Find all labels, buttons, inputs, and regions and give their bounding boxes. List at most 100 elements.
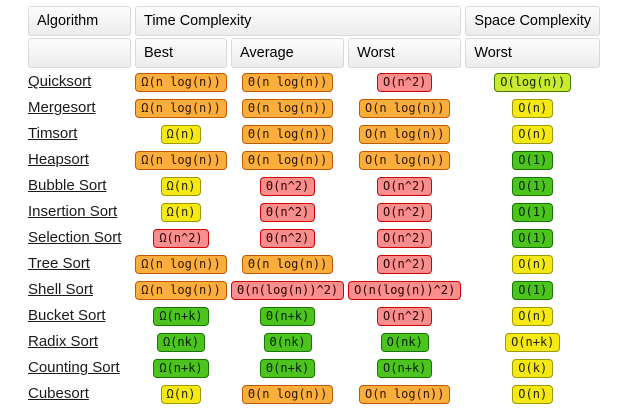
best-complexity-cell: Ω(nk) — [135, 330, 227, 354]
complexity-badge: Θ(n^2) — [259, 176, 316, 196]
complexity-badge: O(n^2) — [377, 202, 433, 222]
complexity-badge: O(n) — [512, 384, 554, 404]
complexity-badge: Ω(n^2) — [153, 228, 209, 248]
algorithm-cell: Bucket Sort — [28, 304, 131, 328]
algorithm-link[interactable]: Radix Sort — [28, 333, 99, 350]
space-worst-complexity-cell: O(1) — [465, 174, 600, 198]
average-complexity-cell: Θ(n^2) — [231, 226, 344, 250]
table-row: Mergesort Ω(n log(n)) Θ(n log(n)) O(n lo… — [28, 96, 600, 120]
complexity-badge: O(n^2) — [377, 228, 433, 248]
complexity-badge: O(log(n)) — [494, 72, 572, 92]
table-row: Selection Sort Ω(n^2) Θ(n^2) O(n^2) O(1) — [28, 226, 600, 250]
complexity-badge: O(nk) — [380, 332, 429, 352]
table-row: Timsort Ω(n) Θ(n log(n)) O(n log(n)) O(n… — [28, 122, 600, 146]
algorithm-link[interactable]: Insertion Sort — [28, 203, 118, 220]
worst-complexity-cell: O(n+k) — [348, 356, 461, 380]
complexity-badge: Θ(n log(n)) — [241, 150, 334, 170]
complexity-badge: Ω(n) — [160, 384, 202, 404]
complexity-badge: Θ(n log(n)) — [241, 254, 334, 274]
complexity-badge: O(n^2) — [377, 306, 433, 326]
column-header-empty — [28, 38, 131, 68]
algorithm-cell: Insertion Sort — [28, 200, 131, 224]
complexity-badge: O(n) — [512, 124, 554, 144]
best-complexity-cell: Ω(n) — [135, 382, 227, 406]
complexity-badge: O(n) — [512, 254, 554, 274]
complexity-badge: O(n^2) — [377, 254, 433, 274]
average-complexity-cell: Θ(n+k) — [231, 304, 344, 328]
average-complexity-cell: Θ(n log(n)) — [231, 122, 344, 146]
complexity-badge: O(1) — [512, 202, 554, 222]
worst-complexity-cell: O(n log(n)) — [348, 148, 461, 172]
worst-complexity-cell: O(n^2) — [348, 70, 461, 94]
table-row: Tree Sort Ω(n log(n)) Θ(n log(n)) O(n^2)… — [28, 252, 600, 276]
algorithm-link[interactable]: Shell Sort — [28, 281, 94, 298]
complexity-badge: O(1) — [512, 150, 554, 170]
table-row: Heapsort Ω(n log(n)) Θ(n log(n)) O(n log… — [28, 148, 600, 172]
complexity-badge: O(n(log(n))^2) — [348, 280, 462, 300]
complexity-badge: Θ(n log(n)) — [241, 384, 334, 404]
complexity-badge: Θ(n+k) — [259, 306, 316, 326]
algorithm-cell: Shell Sort — [28, 278, 131, 302]
complexity-badge: Θ(n log(n)) — [241, 72, 334, 92]
algorithm-link[interactable]: Mergesort — [28, 99, 96, 116]
table-row: Quicksort Ω(n log(n)) Θ(n log(n)) O(n^2)… — [28, 70, 600, 94]
complexity-badge: O(n) — [512, 98, 554, 118]
space-worst-complexity-cell: O(n) — [465, 382, 600, 406]
algorithm-cell: Bubble Sort — [28, 174, 131, 198]
best-complexity-cell: Ω(n) — [135, 200, 227, 224]
space-worst-complexity-cell: O(1) — [465, 278, 600, 302]
complexity-badge: O(n+k) — [377, 358, 433, 378]
algorithm-link[interactable]: Counting Sort — [28, 359, 120, 376]
algorithm-link[interactable]: Tree Sort — [28, 255, 90, 272]
column-header-algorithm: Algorithm — [28, 6, 131, 36]
column-header-space-complexity: Space Complexity — [465, 6, 601, 36]
complexity-badge: Θ(n+k) — [259, 358, 316, 378]
worst-complexity-cell: O(n(log(n))^2) — [348, 278, 462, 302]
algorithm-link[interactable]: Cubesort — [28, 385, 89, 402]
algorithm-cell: Selection Sort — [28, 226, 131, 250]
complexity-badge: Ω(n) — [160, 124, 202, 144]
complexity-badge: O(k) — [512, 358, 554, 378]
algorithm-link[interactable]: Timsort — [28, 125, 78, 142]
average-complexity-cell: Θ(n log(n)) — [231, 252, 344, 276]
average-complexity-cell: Θ(n log(n)) — [231, 96, 344, 120]
complexity-badge: Ω(n log(n)) — [135, 254, 227, 274]
column-header-best: Best — [135, 38, 227, 68]
average-complexity-cell: Θ(n log(n)) — [231, 70, 344, 94]
complexity-badge: Θ(nk) — [263, 332, 312, 352]
complexity-badge: O(n^2) — [377, 72, 433, 92]
complexity-badge: O(n+k) — [505, 332, 561, 352]
table-row: Bucket Sort Ω(n+k) Θ(n+k) O(n^2) O(n) — [28, 304, 600, 328]
best-complexity-cell: Ω(n log(n)) — [135, 278, 227, 302]
best-complexity-cell: Ω(n) — [135, 122, 227, 146]
worst-complexity-cell: O(n^2) — [348, 226, 461, 250]
worst-complexity-cell: O(n^2) — [348, 200, 461, 224]
average-complexity-cell: Θ(n log(n)) — [231, 148, 344, 172]
worst-complexity-cell: O(n^2) — [348, 252, 461, 276]
space-worst-complexity-cell: O(n) — [465, 304, 600, 328]
complexity-badge: Ω(nk) — [156, 332, 206, 352]
complexity-badge: Θ(n log(n)) — [241, 98, 334, 118]
header-row-cases: Best Average Worst Worst — [28, 38, 601, 68]
algorithm-link[interactable]: Bubble Sort — [28, 177, 107, 194]
complexity-badge: Θ(n(log(n))^2) — [231, 280, 345, 300]
algorithm-link[interactable]: Quicksort — [28, 73, 92, 90]
complexity-badge: Ω(n log(n)) — [135, 150, 227, 170]
average-complexity-cell: Θ(n+k) — [231, 356, 344, 380]
table-row: Radix Sort Ω(nk) Θ(nk) O(nk) O(n+k) — [28, 330, 600, 354]
table-row: Counting Sort Ω(n+k) Θ(n+k) O(n+k) O(k) — [28, 356, 600, 380]
column-header-worst: Worst — [348, 38, 462, 68]
complexity-badge: Ω(n+k) — [153, 358, 209, 378]
algorithm-link[interactable]: Heapsort — [28, 151, 89, 168]
average-complexity-cell: Θ(n^2) — [231, 174, 344, 198]
algorithm-link[interactable]: Selection Sort — [28, 229, 122, 246]
column-header-space-worst: Worst — [465, 38, 601, 68]
complexity-badge: Ω(n+k) — [153, 306, 209, 326]
best-complexity-cell: Ω(n log(n)) — [135, 70, 227, 94]
complexity-badge: Ω(n log(n)) — [135, 98, 227, 118]
space-worst-complexity-cell: O(n) — [465, 96, 600, 120]
best-complexity-cell: Ω(n^2) — [135, 226, 227, 250]
algorithm-link[interactable]: Bucket Sort — [28, 307, 106, 324]
table-row: Insertion Sort Ω(n) Θ(n^2) O(n^2) O(1) — [28, 200, 600, 224]
